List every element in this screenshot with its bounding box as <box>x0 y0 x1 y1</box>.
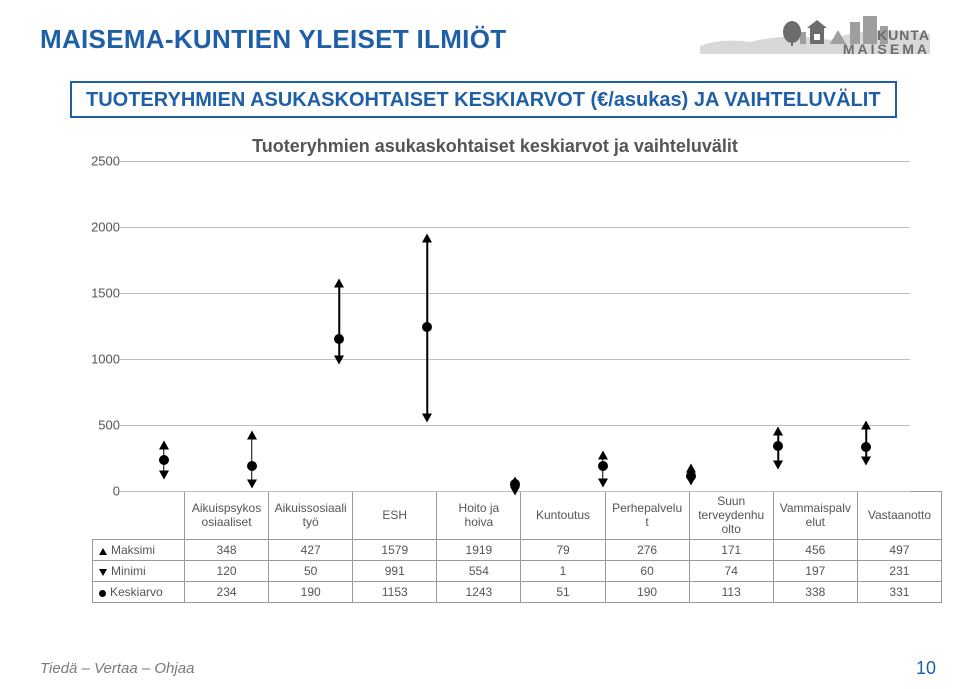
max-marker <box>334 278 344 287</box>
series-column <box>778 161 779 491</box>
table-row: Keskiarvo2341901153124351190113338331 <box>93 582 942 603</box>
table-cell: 456 <box>773 540 857 561</box>
min-marker <box>598 479 608 488</box>
table-cell: 1153 <box>353 582 437 603</box>
table-cell: 50 <box>269 561 353 582</box>
y-tick-label: 2000 <box>80 220 120 235</box>
avg-marker <box>159 455 169 465</box>
table-cell: 1919 <box>437 540 521 561</box>
table-cell: 348 <box>185 540 269 561</box>
column-header: Vastaanotto <box>857 492 941 540</box>
table-cell: 1243 <box>437 582 521 603</box>
max-marker <box>598 450 608 459</box>
min-marker <box>422 413 432 422</box>
brand-logo: KUNTA MAISEMA <box>700 14 930 74</box>
series-column <box>603 161 604 491</box>
column-header: Perhepalvelut <box>605 492 689 540</box>
data-table: AikuispsykososiaalisetAikuissosiaalityöE… <box>92 491 942 603</box>
triangle-down-icon <box>99 569 107 576</box>
table-cell: 234 <box>185 582 269 603</box>
series-label: Maksimi <box>111 543 155 557</box>
series-column <box>339 161 340 491</box>
table-cell: 74 <box>689 561 773 582</box>
avg-marker <box>334 334 344 344</box>
subtitle-text: TUOTERYHMIEN ASUKASKOHTAISET KESKIARVOT … <box>86 89 881 111</box>
min-marker <box>247 480 257 489</box>
column-header: ESH <box>353 492 437 540</box>
table-row: Minimi 1205099155416074197231 <box>93 561 942 582</box>
series-column <box>164 161 165 491</box>
table-cell: 338 <box>773 582 857 603</box>
avg-marker <box>422 322 432 332</box>
column-header: Kuntoutus <box>521 492 605 540</box>
chart: 05001000150020002500 Aikuispsykososiaali… <box>70 161 920 603</box>
max-marker <box>159 441 169 450</box>
table-cell: 113 <box>689 582 773 603</box>
tree-house-icon <box>780 18 840 46</box>
min-marker <box>159 471 169 480</box>
table-cell: 197 <box>773 561 857 582</box>
y-tick-label: 2500 <box>80 154 120 169</box>
max-marker <box>422 233 432 242</box>
table-cell: 497 <box>857 540 941 561</box>
min-marker <box>773 460 783 469</box>
subtitle-box: TUOTERYHMIEN ASUKASKOHTAISET KESKIARVOT … <box>70 81 897 118</box>
series-label: Keskiarvo <box>110 585 163 599</box>
table-cell: 190 <box>269 582 353 603</box>
brand-text-1: KUNTA <box>843 28 930 42</box>
max-marker <box>773 426 783 435</box>
triangle-up-icon <box>99 548 107 555</box>
avg-marker <box>861 442 871 452</box>
series-label: Minimi <box>111 564 146 578</box>
column-header: Suunterveydenhuolto <box>689 492 773 540</box>
avg-marker <box>686 471 696 481</box>
min-marker <box>334 356 344 365</box>
table-cell: 427 <box>269 540 353 561</box>
series-column <box>515 161 516 491</box>
page-number: 10 <box>916 658 936 679</box>
brand-text-2: MAISEMA <box>843 42 930 56</box>
chart-title: Tuoteryhmien asukaskohtaiset keskiarvot … <box>70 136 920 157</box>
series-column <box>691 161 692 491</box>
table-cell: 276 <box>605 540 689 561</box>
table-cell: 231 <box>857 561 941 582</box>
circle-icon <box>99 590 106 597</box>
footer-tagline: Tiedä – Vertaa – Ohjaa <box>40 660 194 677</box>
y-tick-label: 0 <box>80 484 120 499</box>
y-tick-label: 500 <box>80 418 120 433</box>
table-cell: 79 <box>521 540 605 561</box>
min-marker <box>861 456 871 465</box>
max-marker <box>861 421 871 430</box>
table-cell: 190 <box>605 582 689 603</box>
table-cell: 1579 <box>353 540 437 561</box>
series-column <box>252 161 253 491</box>
table-cell: 120 <box>185 561 269 582</box>
column-header: Aikuispsykososiaaliset <box>185 492 269 540</box>
table-cell: 554 <box>437 561 521 582</box>
table-cell: 171 <box>689 540 773 561</box>
column-header: Hoito jahoiva <box>437 492 521 540</box>
table-cell: 51 <box>521 582 605 603</box>
avg-marker <box>247 461 257 471</box>
table-cell: 991 <box>353 561 437 582</box>
series-column <box>427 161 428 491</box>
avg-marker <box>773 441 783 451</box>
y-tick-label: 1000 <box>80 352 120 367</box>
avg-marker <box>510 479 520 489</box>
series-column <box>866 161 867 491</box>
table-cell: 1 <box>521 561 605 582</box>
column-header: Aikuissosiaalityö <box>269 492 353 540</box>
avg-marker <box>598 461 608 471</box>
table-cell: 60 <box>605 561 689 582</box>
table-cell: 331 <box>857 582 941 603</box>
max-marker <box>247 430 257 439</box>
column-header: Vammaispalvelut <box>773 492 857 540</box>
table-row: Maksimi 3484271579191979276171456497 <box>93 540 942 561</box>
y-tick-label: 1500 <box>80 286 120 301</box>
